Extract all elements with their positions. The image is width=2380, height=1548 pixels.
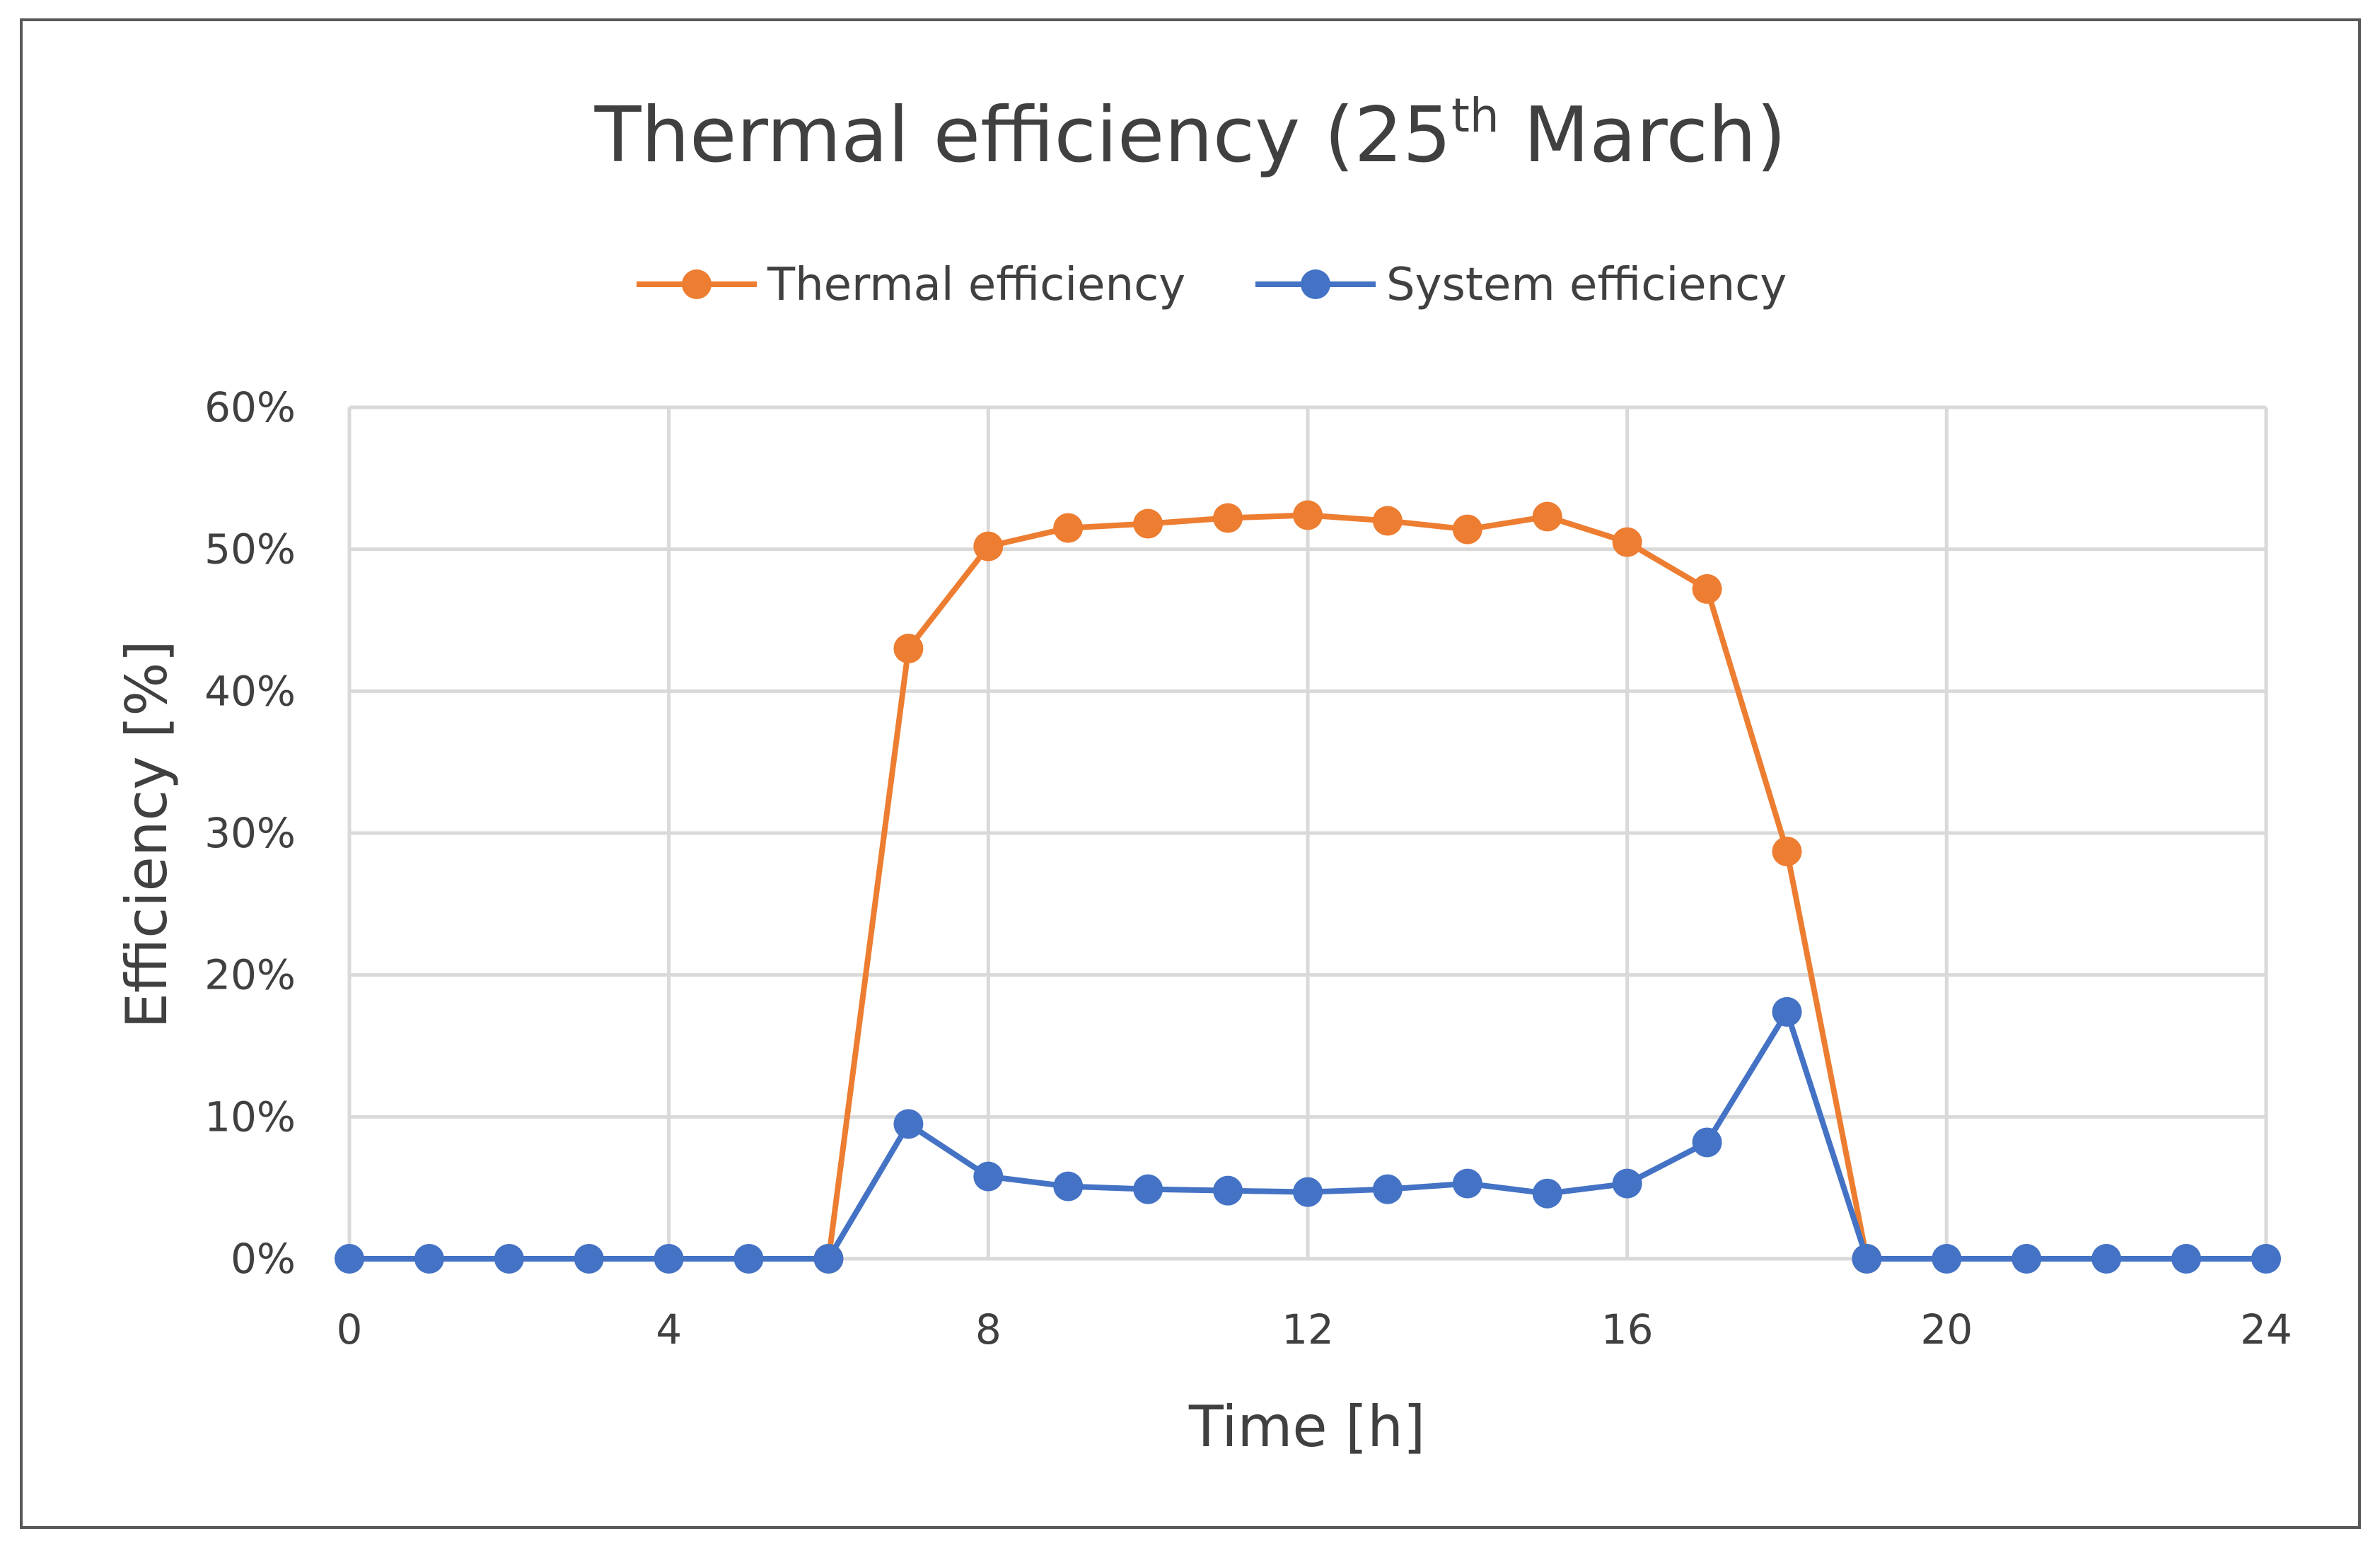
data-series — [335, 500, 2281, 1274]
chart-title-end: March) — [1499, 91, 1787, 180]
chart-title-main: Thermal efficiency (25 — [594, 91, 1451, 180]
y-tick-label: 30% — [204, 809, 296, 857]
thermal-efficiency-point — [973, 531, 1004, 561]
thermal-efficiency-point — [1692, 574, 1722, 604]
chart-frame — [20, 18, 2361, 1529]
legend-thermal-marker — [682, 269, 712, 299]
system-efficiency-point — [1932, 1244, 1962, 1274]
system-efficiency-point — [2012, 1244, 2042, 1274]
legend-system-label: System efficiency — [1386, 259, 1787, 311]
system-efficiency-point — [414, 1244, 444, 1274]
system-efficiency-point — [574, 1244, 604, 1274]
system-efficiency-point — [1612, 1168, 1642, 1199]
y-axis-tick-labels: 0% 10% 20% 30% 40% 50% 60% — [204, 383, 296, 1283]
y-tick-label: 0% — [231, 1235, 296, 1283]
thermal-efficiency-point — [1612, 527, 1642, 557]
legend-system-marker — [1301, 269, 1330, 299]
thermal-efficiency-point — [1532, 501, 1562, 532]
system-efficiency-point — [2171, 1244, 2202, 1274]
system-efficiency-point — [2251, 1244, 2281, 1274]
y-tick-label: 50% — [204, 525, 296, 574]
system-efficiency-point — [973, 1161, 1004, 1192]
y-tick-label: 60% — [204, 383, 296, 431]
thermal-efficiency-point — [1053, 513, 1084, 543]
system-efficiency-point — [1213, 1175, 1243, 1206]
thermal-efficiency-point — [1452, 514, 1482, 545]
system-efficiency-point — [1852, 1244, 1882, 1274]
thermal-efficiency-point — [1213, 503, 1243, 533]
system-efficiency-point — [494, 1244, 524, 1274]
x-tick-label: 24 — [2240, 1305, 2292, 1354]
system-efficiency-point — [1133, 1174, 1163, 1204]
x-axis-title: Time [h] — [1188, 1394, 1425, 1460]
x-tick-label: 4 — [656, 1305, 682, 1354]
legend: Thermal efficiency System efficiency — [637, 259, 1787, 311]
chart-title-superscript: th — [1451, 88, 1499, 143]
thermal-efficiency-point — [1372, 506, 1403, 536]
system-efficiency-point — [2091, 1244, 2122, 1274]
system-efficiency-point — [654, 1244, 684, 1274]
thermal-efficiency-point — [1772, 837, 1802, 867]
system-efficiency-point — [1372, 1174, 1403, 1204]
y-tick-label: 40% — [204, 667, 296, 715]
system-efficiency-point — [1452, 1168, 1482, 1199]
thermal-efficiency-series — [813, 500, 1882, 1274]
system-efficiency-point — [1293, 1177, 1323, 1207]
gridlines — [347, 405, 2268, 1261]
x-tick-label: 12 — [1282, 1305, 1334, 1354]
system-efficiency-point — [813, 1244, 844, 1274]
legend-thermal-label: Thermal efficiency — [767, 259, 1185, 311]
x-tick-label: 16 — [1601, 1305, 1654, 1354]
y-tick-label: 10% — [204, 1093, 296, 1141]
y-tick-label: 20% — [204, 951, 296, 999]
x-axis-tick-labels: 0 4 8 12 16 20 24 — [337, 1305, 2292, 1354]
system-efficiency-point — [733, 1244, 764, 1274]
system-efficiency-point — [893, 1109, 924, 1139]
thermal-efficiency-point — [893, 634, 924, 664]
system-efficiency-point — [1772, 996, 1802, 1027]
system-efficiency-point — [335, 1244, 364, 1274]
chart-title: Thermal efficiency (25th March) — [594, 88, 1787, 180]
x-tick-label: 20 — [1920, 1305, 1973, 1354]
system-efficiency-point — [1532, 1178, 1562, 1209]
system-efficiency-series — [335, 996, 2281, 1274]
system-efficiency-point — [1053, 1171, 1084, 1201]
thermal-efficiency-point — [1293, 500, 1323, 530]
y-axis-title: Efficiency [%] — [114, 640, 180, 1028]
x-tick-label: 8 — [975, 1305, 1002, 1354]
thermal-efficiency-point — [1133, 508, 1163, 539]
system-efficiency-point — [1692, 1127, 1722, 1158]
x-tick-label: 0 — [337, 1305, 363, 1354]
